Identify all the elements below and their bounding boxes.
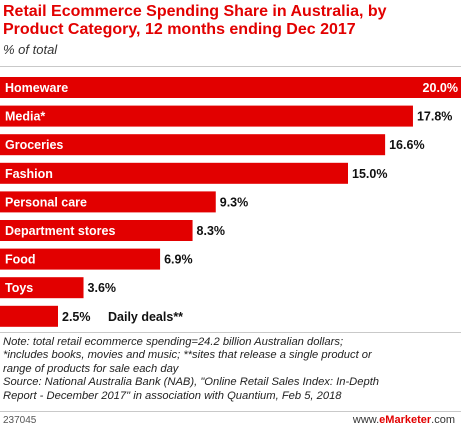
value-label: 17.8% (417, 110, 452, 124)
brand-logo: www.eMarketer.com (353, 414, 455, 426)
bar-fashion (0, 162, 348, 184)
note-line: range of products for sale each day (3, 362, 179, 375)
brand-prefix: www. (352, 414, 380, 426)
category-label: Food (5, 253, 36, 267)
value-label: 2.5% (62, 310, 91, 324)
brand-suffix: .com (431, 414, 455, 426)
value-label: 15.0% (352, 167, 387, 181)
bar-groceries (0, 134, 386, 156)
category-label: Toys (5, 281, 33, 295)
top-divider (0, 66, 461, 67)
note-line: Note: total retail ecommerce spending=24… (3, 336, 344, 348)
value-label: 6.9% (164, 253, 193, 267)
category-label: Fashion (5, 167, 53, 181)
chart-title-line-1: Retail Ecommerce Spending Share in Austr… (3, 3, 387, 20)
value-label: 20.0% (423, 81, 458, 95)
category-label: Homeware (5, 81, 68, 95)
chart-title: Retail Ecommerce Spending Share in Austr… (3, 3, 443, 39)
bar-homeware (0, 77, 461, 98)
brand-name: eMarketer (379, 414, 432, 426)
bar-toys (0, 277, 84, 299)
value-label: 3.6% (88, 281, 117, 295)
bar-daily-deals (0, 305, 58, 327)
source-line: Report - December 2017" in association w… (3, 389, 342, 402)
footer-divider (0, 411, 461, 412)
bar-personal-care (0, 191, 216, 213)
bar-food (0, 248, 161, 270)
notes-divider (0, 332, 461, 333)
bar-department-stores (0, 220, 193, 241)
value-label: 16.6% (389, 138, 424, 152)
bar-chart: 20.0% Homeware 17.8% Media* 16.6% Groceries 15… (0, 77, 461, 327)
chart-id: 237045 (3, 415, 37, 426)
category-label: Personal care (5, 195, 87, 209)
category-label: Media* (5, 110, 45, 124)
note-line: *includes books, movies and music; **sit… (3, 349, 372, 362)
value-label: 8.3% (197, 224, 226, 238)
value-label: 9.3% (220, 195, 249, 209)
source-line: Source: National Australia Bank (NAB), "… (3, 376, 380, 389)
category-label: Department stores (5, 224, 115, 238)
bar-media (0, 105, 413, 127)
chart-notes: Note: total retail ecommerce spending=24… (3, 336, 455, 403)
category-label: Daily deals** (108, 310, 183, 324)
chart-title-line-2: Product Category, 12 months ending Dec 2… (3, 21, 356, 38)
category-label: Groceries (5, 138, 63, 152)
chart-subtitle: % of total (3, 42, 58, 57)
